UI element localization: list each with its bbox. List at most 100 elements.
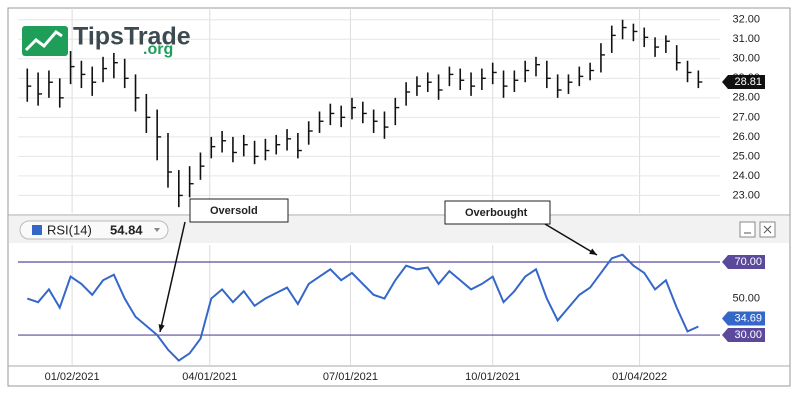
price-bar bbox=[242, 134, 248, 157]
price-bar bbox=[362, 101, 367, 124]
price-bar bbox=[102, 56, 108, 83]
price-bar bbox=[567, 74, 573, 94]
price-bar bbox=[481, 68, 486, 91]
price-bar bbox=[167, 132, 172, 188]
y-tick-label: 23.00 bbox=[732, 189, 760, 201]
price-bar bbox=[80, 60, 86, 89]
annotation-arrow bbox=[159, 221, 186, 333]
price-bar bbox=[654, 37, 660, 57]
rsi-swatch bbox=[32, 225, 42, 235]
price-bar bbox=[600, 43, 605, 73]
y-tick-label: 26.00 bbox=[732, 131, 760, 143]
price-bar bbox=[37, 72, 43, 106]
price-bar bbox=[556, 74, 562, 98]
annotation-text: Oversold bbox=[210, 205, 258, 217]
price-bar bbox=[513, 70, 519, 92]
logo-suffix: .org bbox=[143, 41, 173, 58]
minimize-button[interactable] bbox=[739, 221, 756, 238]
logo-name: TipsTrade bbox=[73, 23, 191, 51]
price-bar bbox=[437, 74, 443, 100]
price-bar bbox=[383, 111, 389, 139]
price-bar bbox=[578, 66, 584, 87]
rsi-line bbox=[26, 253, 699, 362]
y-tick-label: 50.00 bbox=[732, 292, 760, 304]
price-bar bbox=[340, 105, 346, 128]
price-bar bbox=[297, 132, 302, 159]
price-bar bbox=[351, 97, 356, 120]
price-bar bbox=[686, 60, 692, 83]
price-bar bbox=[394, 97, 400, 126]
level-tag bbox=[722, 328, 765, 343]
price-bar bbox=[470, 72, 476, 96]
price-bar bbox=[610, 25, 616, 53]
price-bar bbox=[632, 23, 638, 42]
price-bar bbox=[524, 60, 530, 83]
y-tick-label: 27.00 bbox=[732, 111, 760, 123]
price-bar bbox=[156, 109, 162, 161]
rsi-title: RSI(14) bbox=[47, 222, 92, 237]
frame bbox=[7, 7, 791, 387]
price-bar bbox=[123, 58, 129, 89]
annotation-box bbox=[444, 200, 551, 225]
price-bar bbox=[643, 27, 649, 48]
y-tick-label: 25.00 bbox=[732, 150, 760, 162]
price-bar bbox=[113, 52, 118, 79]
rsi-pill[interactable] bbox=[19, 220, 169, 240]
price-bar bbox=[448, 66, 454, 87]
price-bar bbox=[426, 72, 432, 92]
last-price-label: 28.81 bbox=[734, 76, 762, 88]
price-bar bbox=[69, 50, 75, 85]
logo-trend bbox=[24, 30, 63, 52]
price-bar bbox=[589, 62, 595, 81]
price-bar bbox=[26, 68, 32, 102]
plot-layer: 01/02/2021 04/01/2021 07/01/2021 10/01/2021… bbox=[18, 8, 765, 383]
price-bar bbox=[134, 74, 140, 112]
y-tick-label: 70.00 bbox=[734, 256, 762, 268]
x-tick-label: 07/01/2021 bbox=[323, 371, 378, 383]
last-rsi-label: 34.69 bbox=[734, 312, 762, 324]
price-bar bbox=[275, 134, 281, 155]
price-bar bbox=[459, 68, 465, 91]
price-bar bbox=[675, 45, 681, 71]
x-tick-label: 01/02/2021 bbox=[45, 371, 100, 383]
price-bar bbox=[546, 60, 551, 89]
price-bar bbox=[199, 152, 205, 180]
y-tick-label: 30.00 bbox=[732, 53, 760, 65]
price-bar bbox=[621, 19, 627, 40]
price-bar bbox=[372, 109, 378, 133]
level-tag bbox=[722, 254, 765, 269]
price-bar bbox=[405, 82, 411, 106]
price-bar bbox=[253, 140, 259, 165]
price-bar bbox=[232, 136, 237, 163]
price-bar bbox=[318, 111, 324, 133]
arrow-head bbox=[158, 324, 165, 332]
y-tick-label: 32.00 bbox=[732, 14, 760, 26]
dropdown-arrow[interactable] bbox=[154, 228, 160, 232]
price-bar bbox=[210, 136, 216, 159]
price-bar bbox=[58, 78, 64, 108]
price-bar bbox=[91, 66, 97, 96]
price-bar bbox=[188, 166, 194, 198]
price-bar bbox=[307, 121, 313, 145]
annotation-arrow bbox=[544, 223, 598, 256]
last-price-tag bbox=[722, 75, 765, 90]
x-tick-label: 01/04/2022 bbox=[612, 371, 667, 383]
x-tick-label: 04/01/2021 bbox=[182, 371, 237, 383]
last-rsi-tag bbox=[722, 311, 765, 326]
price-bar bbox=[48, 70, 53, 98]
y-tick-label: 31.00 bbox=[732, 33, 760, 45]
price-bar bbox=[178, 170, 183, 208]
price-bar bbox=[697, 70, 703, 89]
price-bar bbox=[665, 35, 670, 53]
y-tick-label: 24.00 bbox=[732, 170, 760, 182]
price-bar bbox=[491, 62, 497, 85]
price-bar bbox=[221, 131, 227, 153]
y-tick-label: 30.00 bbox=[734, 329, 762, 341]
logo-icon bbox=[22, 26, 68, 56]
price-bar bbox=[535, 56, 540, 77]
rsi-header-value: 54.84 bbox=[110, 222, 143, 237]
price-bar bbox=[329, 103, 335, 126]
price-bar bbox=[264, 138, 270, 161]
y-tick-label: 28.00 bbox=[732, 92, 760, 104]
